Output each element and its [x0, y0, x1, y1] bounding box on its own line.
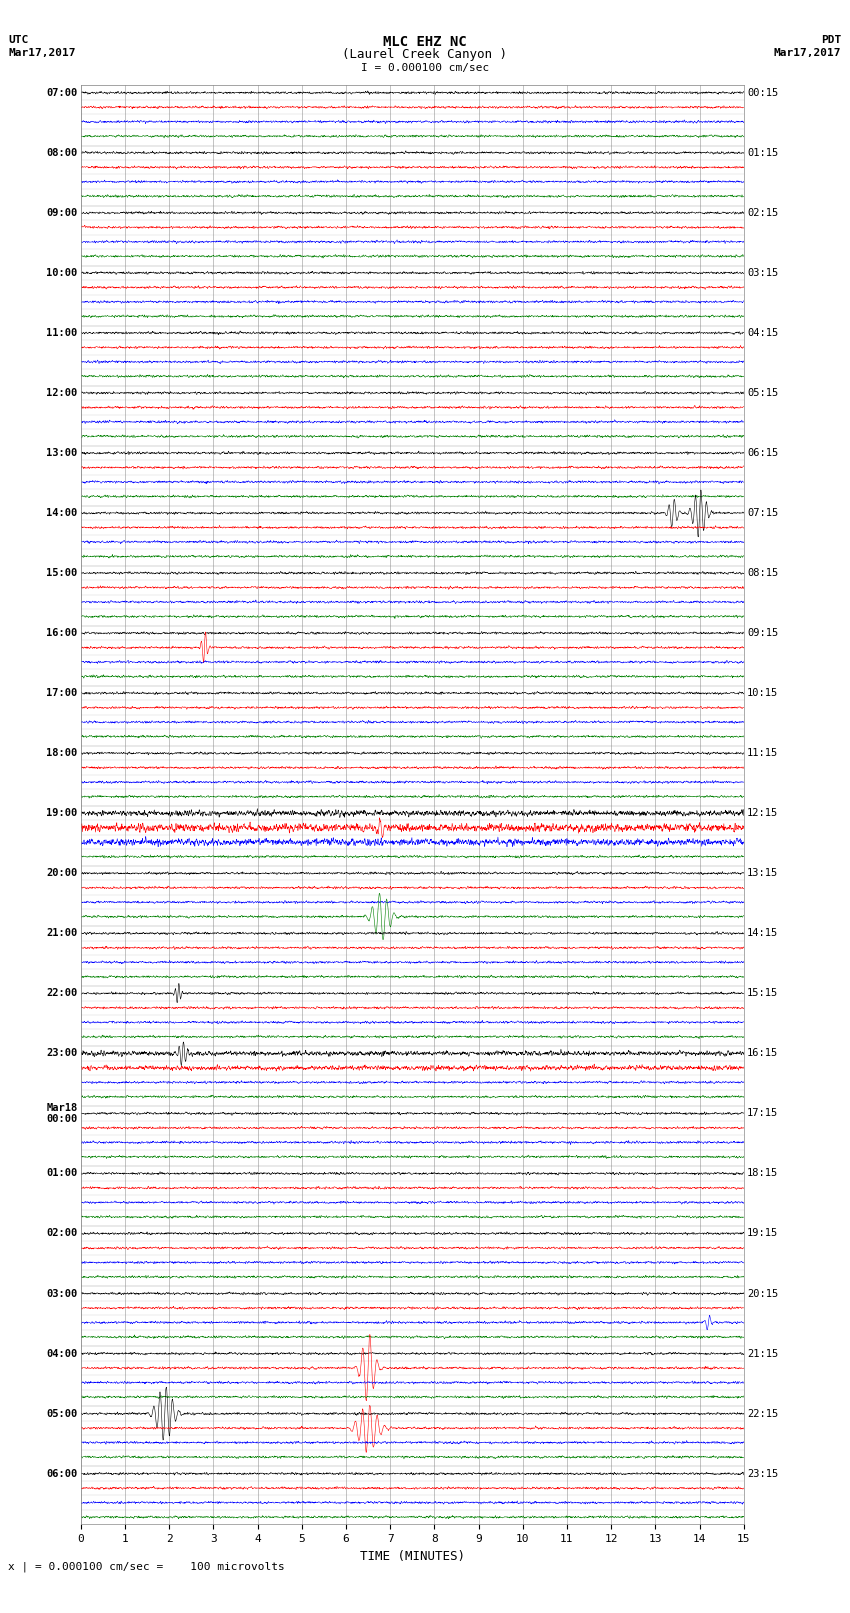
Text: 12:00: 12:00: [46, 387, 77, 398]
Text: 22:00: 22:00: [46, 989, 77, 998]
Text: 15:15: 15:15: [747, 989, 779, 998]
Text: 16:15: 16:15: [747, 1048, 779, 1058]
Text: 05:15: 05:15: [747, 387, 779, 398]
Text: 17:15: 17:15: [747, 1108, 779, 1118]
Text: 07:15: 07:15: [747, 508, 779, 518]
Text: PDT: PDT: [821, 35, 842, 45]
Text: 19:15: 19:15: [747, 1229, 779, 1239]
Text: 02:00: 02:00: [46, 1229, 77, 1239]
Text: 19:00: 19:00: [46, 808, 77, 818]
Text: 03:15: 03:15: [747, 268, 779, 277]
Text: UTC: UTC: [8, 35, 29, 45]
Text: 18:00: 18:00: [46, 748, 77, 758]
Text: 23:15: 23:15: [747, 1469, 779, 1479]
Text: 23:00: 23:00: [46, 1048, 77, 1058]
Text: Mar18
00:00: Mar18 00:00: [46, 1103, 77, 1124]
Text: 13:15: 13:15: [747, 868, 779, 877]
Text: 05:00: 05:00: [46, 1408, 77, 1418]
Text: (Laurel Creek Canyon ): (Laurel Creek Canyon ): [343, 48, 507, 61]
Text: 01:15: 01:15: [747, 148, 779, 158]
Text: 20:00: 20:00: [46, 868, 77, 877]
Text: 12:15: 12:15: [747, 808, 779, 818]
Text: 13:00: 13:00: [46, 448, 77, 458]
Text: 10:00: 10:00: [46, 268, 77, 277]
Text: 07:00: 07:00: [46, 87, 77, 98]
Text: 21:00: 21:00: [46, 929, 77, 939]
Text: 04:15: 04:15: [747, 327, 779, 337]
Text: x | = 0.000100 cm/sec =    100 microvolts: x | = 0.000100 cm/sec = 100 microvolts: [8, 1561, 286, 1573]
Text: 10:15: 10:15: [747, 689, 779, 698]
Text: 14:00: 14:00: [46, 508, 77, 518]
Text: Mar17,2017: Mar17,2017: [774, 48, 842, 58]
Text: 06:00: 06:00: [46, 1469, 77, 1479]
Text: MLC EHZ NC: MLC EHZ NC: [383, 35, 467, 50]
Text: Mar17,2017: Mar17,2017: [8, 48, 76, 58]
Text: 22:15: 22:15: [747, 1408, 779, 1418]
Text: I = 0.000100 cm/sec: I = 0.000100 cm/sec: [361, 63, 489, 73]
Text: 11:00: 11:00: [46, 327, 77, 337]
X-axis label: TIME (MINUTES): TIME (MINUTES): [360, 1550, 465, 1563]
Text: 02:15: 02:15: [747, 208, 779, 218]
Text: 00:15: 00:15: [747, 87, 779, 98]
Text: 08:15: 08:15: [747, 568, 779, 577]
Text: 11:15: 11:15: [747, 748, 779, 758]
Text: 14:15: 14:15: [747, 929, 779, 939]
Text: 09:00: 09:00: [46, 208, 77, 218]
Text: 09:15: 09:15: [747, 627, 779, 639]
Text: 06:15: 06:15: [747, 448, 779, 458]
Text: 04:00: 04:00: [46, 1348, 77, 1358]
Text: 20:15: 20:15: [747, 1289, 779, 1298]
Text: 17:00: 17:00: [46, 689, 77, 698]
Text: 16:00: 16:00: [46, 627, 77, 639]
Text: 08:00: 08:00: [46, 148, 77, 158]
Text: 18:15: 18:15: [747, 1168, 779, 1179]
Text: 01:00: 01:00: [46, 1168, 77, 1179]
Text: 21:15: 21:15: [747, 1348, 779, 1358]
Text: 03:00: 03:00: [46, 1289, 77, 1298]
Text: 15:00: 15:00: [46, 568, 77, 577]
